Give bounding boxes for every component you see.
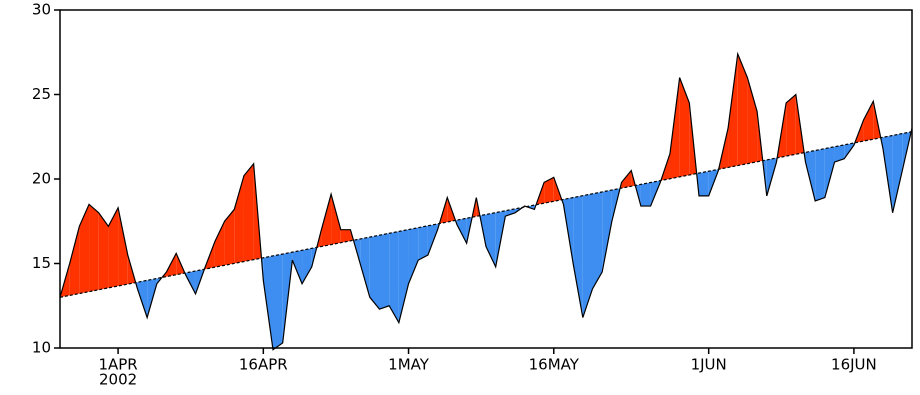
- warm-area: [214, 221, 225, 268]
- warm-area: [108, 207, 119, 288]
- cool-area: [592, 191, 603, 289]
- cool-area: [892, 133, 903, 213]
- x-tick-year: 2002: [99, 371, 137, 389]
- cool-area: [408, 227, 419, 284]
- cool-area: [815, 148, 825, 201]
- cool-area: [273, 254, 283, 350]
- warm-area: [863, 101, 874, 142]
- warm-area: [747, 77, 758, 164]
- cool-area: [456, 218, 467, 244]
- cool-area: [379, 233, 390, 310]
- cool-area: [398, 229, 409, 323]
- plot-frame: [59, 9, 913, 349]
- climatology-line: [59, 131, 913, 298]
- warm-area: [224, 209, 235, 266]
- cool-area: [369, 235, 380, 310]
- warm-area: [243, 163, 254, 262]
- cool-area: [292, 250, 303, 284]
- warm-area: [118, 207, 128, 287]
- cool-area: [486, 212, 496, 267]
- warm-area: [340, 229, 351, 243]
- cool-area: [834, 144, 845, 163]
- x-tick-label: 1MAY: [388, 356, 430, 374]
- cool-area: [805, 150, 816, 201]
- warm-area: [669, 77, 680, 179]
- y-tick-label: 25: [32, 85, 51, 103]
- cool-area: [824, 146, 835, 198]
- warm-area: [98, 212, 109, 290]
- cool-area: [389, 231, 399, 323]
- x-tick-label: 16APR: [239, 356, 288, 374]
- cool-area: [418, 225, 428, 261]
- x-tick-label: 16JUN: [831, 356, 877, 374]
- y-tick-label: 10: [32, 339, 51, 357]
- x-tick-label: 1APR: [98, 356, 137, 374]
- cool-area: [573, 195, 583, 318]
- cool-area: [137, 280, 148, 318]
- warm-area: [679, 77, 690, 177]
- warm-area: [79, 204, 90, 294]
- warm-area: [737, 53, 748, 166]
- warm-area: [321, 194, 332, 247]
- cool-area: [360, 237, 370, 298]
- warm-area: [69, 226, 80, 296]
- x-tick-label: 1JUN: [691, 356, 727, 374]
- cool-area: [582, 193, 593, 318]
- y-tick-label: 15: [32, 254, 51, 272]
- warm-area: [89, 204, 99, 292]
- warm-area: [331, 194, 341, 245]
- cool-area: [640, 182, 651, 207]
- warm-area: [728, 53, 738, 168]
- y-tick-label: 30: [32, 1, 51, 19]
- cool-area: [602, 190, 612, 272]
- cool-area: [699, 171, 709, 196]
- warm-area: [544, 177, 554, 204]
- y-tick-label: 20: [32, 170, 51, 188]
- cool-area: [302, 248, 312, 284]
- warm-area: [786, 94, 796, 157]
- x-tick-label: 16MAY: [529, 356, 580, 374]
- warm-area: [621, 170, 632, 189]
- cool-area: [263, 255, 273, 350]
- warm-area: [234, 175, 244, 264]
- observed-line: [59, 51, 913, 351]
